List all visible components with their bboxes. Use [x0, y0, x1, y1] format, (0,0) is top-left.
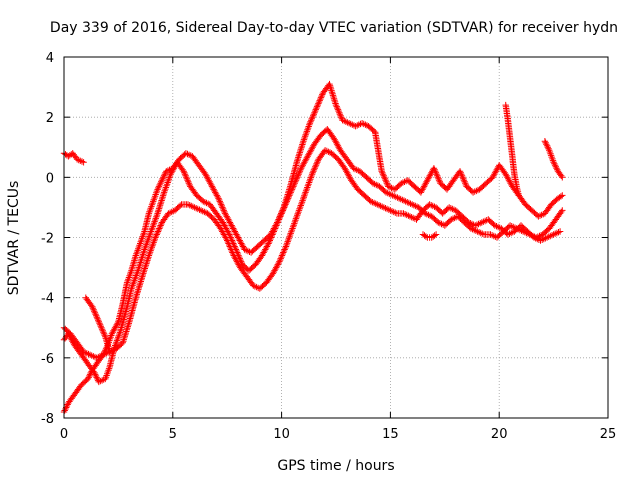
tick-labels: 0 5 10 15 20 25 -8 -6 -4 -2 0 2 4	[41, 51, 616, 442]
x-tick-label: 5	[169, 427, 177, 442]
x-tick-label: 25	[600, 427, 617, 442]
y-tick-label: -8	[41, 412, 54, 427]
series-arc-5	[82, 294, 113, 355]
x-tick-label: 0	[60, 427, 68, 442]
series-arc-8	[419, 231, 440, 241]
ticks	[63, 56, 609, 419]
y-tick-label: 0	[46, 171, 54, 186]
y-tick-label: -2	[41, 232, 54, 247]
chart-title: Day 339 of 2016, Sidereal Day-to-day VTE…	[50, 20, 618, 36]
x-tick-label: 15	[382, 427, 399, 442]
x-tick-label: 20	[491, 427, 508, 442]
y-tick-label: 2	[46, 111, 54, 126]
series-markers	[502, 101, 522, 199]
y-axis-label: SDTVAR / TECUs	[6, 181, 22, 296]
series-arc-7	[541, 138, 566, 181]
series-markers	[541, 138, 566, 181]
series-markers	[419, 231, 440, 241]
x-axis-label: GPS time / hours	[277, 458, 394, 474]
x-tick-label: 10	[273, 427, 290, 442]
y-tick-label: 4	[46, 51, 54, 66]
y-tick-label: -4	[41, 292, 54, 307]
series-arc-6	[502, 101, 522, 199]
y-tick-label: -6	[41, 352, 54, 367]
series-markers	[82, 294, 113, 355]
